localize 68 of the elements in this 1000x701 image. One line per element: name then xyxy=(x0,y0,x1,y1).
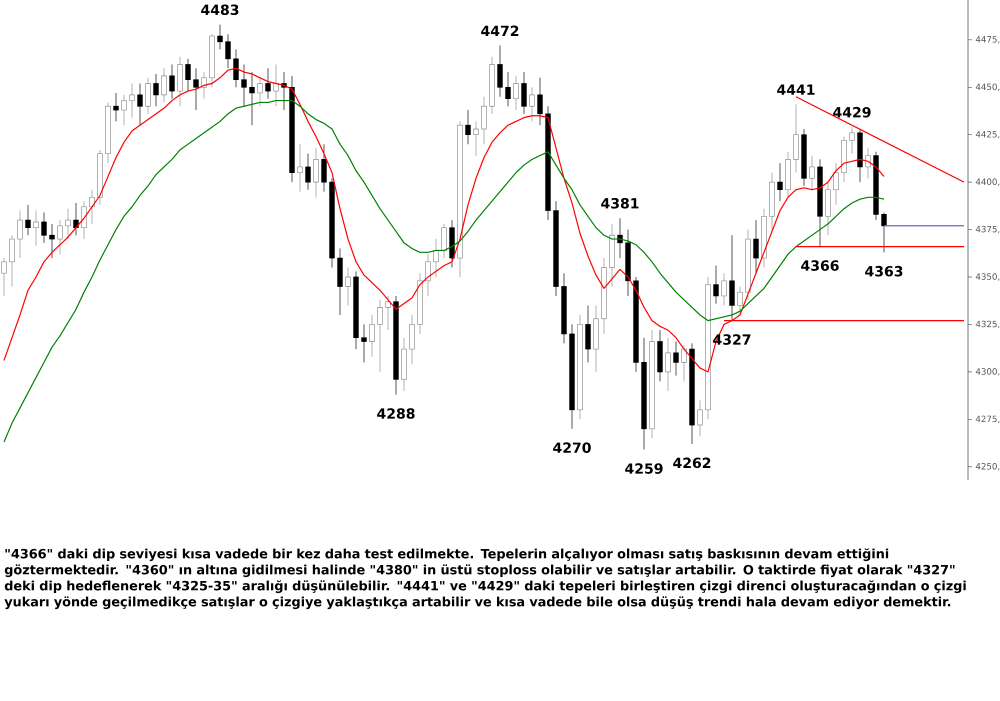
candlestick xyxy=(49,224,55,258)
y-tick-label: 4300, xyxy=(976,368,1000,376)
candlestick xyxy=(753,220,759,274)
annotation: 4483 xyxy=(201,4,238,16)
y-tick-label: 4250, xyxy=(976,463,1000,470)
candlestick xyxy=(513,76,519,110)
candlestick xyxy=(345,267,351,306)
candlestick xyxy=(321,144,327,192)
y-tick-label: 4425, xyxy=(976,131,1000,138)
candlestick xyxy=(537,77,543,126)
annotation: 4366 xyxy=(801,260,839,271)
candlestick xyxy=(33,210,39,246)
annotation: 4363 xyxy=(865,266,902,277)
annotation: 4429 xyxy=(833,106,871,118)
y-tick-label: 4275, xyxy=(976,416,1000,424)
candlestick xyxy=(17,210,23,258)
annotation: 4259 xyxy=(625,463,663,474)
candlestick xyxy=(737,286,743,316)
candlestick xyxy=(225,34,231,69)
candlestick xyxy=(217,24,223,50)
candlestick xyxy=(305,153,311,190)
y-tick-label: 4475, xyxy=(976,36,1000,44)
candlestick xyxy=(41,212,47,244)
candlestick xyxy=(9,234,15,287)
y-tick-label: 4450, xyxy=(976,84,1000,91)
candlestick xyxy=(169,64,175,99)
candlestick xyxy=(145,77,151,114)
candlestick xyxy=(465,110,471,145)
candlestick xyxy=(249,72,255,126)
candlestick xyxy=(505,72,511,107)
candlestick xyxy=(185,58,191,92)
candlestick xyxy=(313,148,319,198)
annotation: 4288 xyxy=(377,408,415,419)
candlestick xyxy=(809,155,815,190)
candlestick xyxy=(137,83,143,126)
y-tick-label: 4350, xyxy=(976,273,1000,281)
candlestick xyxy=(297,144,303,192)
candlestick xyxy=(673,341,679,376)
candlestick xyxy=(497,45,503,98)
candlestick xyxy=(521,72,527,114)
annotation: 4441 xyxy=(777,84,815,95)
y-tick-label: 4325, xyxy=(976,320,1000,328)
y-tick-label: 4400, xyxy=(976,178,1000,186)
candlestick xyxy=(265,68,271,99)
annotation: 4270 xyxy=(553,442,591,453)
candlestick xyxy=(473,121,479,156)
candlestick xyxy=(257,77,263,107)
candlestick xyxy=(665,337,671,392)
candlestick xyxy=(153,74,159,107)
candlestick xyxy=(57,220,63,255)
candlestick xyxy=(361,324,367,363)
candlestick xyxy=(121,94,127,126)
candlestick xyxy=(529,86,535,122)
candlestick xyxy=(369,314,375,358)
text: "4366" daki dip seviyesi kısa vadede bir kez daha test edilmekte. Tepelerin alçalıyor olması satış baskısının devam ettiğini göztermektedir. "4360" ın altına gidilmesi halinde "4380" in üstü stoploss olabilir ve satışlar artabilir. O taktirde fiyat olarak "4327" deki dip hedeflenerek "4325-35" aralığı düşünülebilir. "4441" ve "4429" daki tepeleri birleştiren çizgi direnci oluşturacağından o çizgi yukarı yönde geçilmedikçe satışlar o çizgiye yaklaştıkça artabilir ve kısa vadede bile olsa düşüş trendi hala devam ediyor demektir. xyxy=(4,548,966,610)
candlestick xyxy=(377,299,383,372)
candlestick xyxy=(113,92,119,122)
candlestick xyxy=(481,96,487,145)
candlestick xyxy=(713,265,719,304)
y-tick-label: 4375, xyxy=(976,226,1000,234)
candlestick xyxy=(697,400,703,437)
annotation: 4262 xyxy=(673,458,710,468)
annotation: 4472 xyxy=(481,26,518,36)
candlestick xyxy=(1,258,7,296)
candlestick xyxy=(129,83,135,118)
candlestick xyxy=(721,272,727,306)
candlestick xyxy=(161,68,167,103)
annotation: 4381 xyxy=(601,198,639,209)
